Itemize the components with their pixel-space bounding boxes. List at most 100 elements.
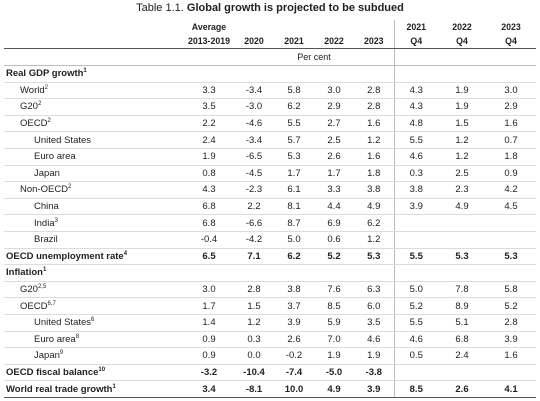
value-cell [274, 264, 314, 282]
footnote-marker: 4 [123, 250, 128, 257]
row-label: Euro area8 [4, 331, 184, 349]
value-cell: 5.7 [274, 131, 314, 149]
footnote-marker: 3 [54, 217, 58, 224]
value-cell: 4.5 [486, 198, 536, 216]
value-cell: 2.6 [438, 380, 486, 398]
value-cell: 2.5 [314, 131, 354, 149]
row-label: Real GDP growth1 [4, 65, 184, 83]
value-cell: 2.6 [314, 148, 354, 166]
unit-empty-c [354, 48, 394, 66]
header-2021q4-line1: 2021 [393, 20, 438, 34]
footnote-marker: 6,7 [47, 300, 56, 307]
value-cell [438, 264, 486, 282]
value-cell: -4.6 [234, 115, 274, 133]
header-avg-line2: 2013-2019 [184, 34, 234, 49]
value-cell: 2.8 [354, 82, 394, 100]
value-cell: -3.4 [234, 82, 274, 100]
value-cell: 5.5 [393, 248, 438, 266]
value-cell: 5.2 [314, 248, 354, 266]
value-cell: -4.5 [234, 165, 274, 183]
row-label: Japan9 [4, 347, 184, 365]
row-label: World2 [4, 82, 184, 100]
table-title: Table 1.1. Global growth is projected to… [0, 2, 540, 14]
value-cell: 4.1 [486, 380, 536, 398]
value-cell: 4.6 [354, 331, 394, 349]
value-cell: -6.6 [234, 214, 274, 232]
header-2021-spacer [274, 20, 314, 34]
value-cell: 2.4 [184, 131, 234, 149]
table-row: Non-OECD2 4.3 -2.3 6.1 3.3 3.8 3.8 2.3 4.2 [4, 181, 536, 199]
row-label: Brazil [4, 231, 184, 249]
value-cell: 5.2 [486, 297, 536, 315]
table-row: OECD unemployment rate4 6.5 7.1 6.2 5.2 5.3 5.… [4, 248, 536, 266]
value-cell: 5.8 [274, 82, 314, 100]
value-cell: 1.9 [354, 347, 394, 365]
footnote-marker: 2,5 [37, 283, 47, 290]
value-cell: 1.2 [438, 131, 486, 149]
footnote-marker: 1 [42, 267, 47, 274]
value-cell: 3.5 [354, 314, 394, 332]
value-cell: 4.3 [184, 181, 234, 199]
row-label-text: OECD [20, 118, 48, 130]
value-cell: 4.9 [438, 198, 486, 216]
value-cell: 1.2 [438, 148, 486, 166]
value-cell: 1.7 [314, 165, 354, 183]
unit-empty [4, 48, 184, 66]
value-cell: 3.9 [354, 380, 394, 398]
table-row: India3 6.8 -6.6 8.7 6.9 6.2 [4, 214, 536, 232]
value-cell: 4.8 [393, 115, 438, 133]
row-label-text: Japan [34, 350, 60, 362]
value-cell: 3.4 [184, 380, 234, 398]
row-label: OECD2 [4, 115, 184, 133]
value-cell: 8.1 [274, 198, 314, 216]
value-cell: 6.2 [274, 248, 314, 266]
value-cell: 3.8 [393, 181, 438, 199]
unit-row: Per cent [4, 48, 536, 66]
value-cell: -0.4 [184, 231, 234, 249]
value-cell: 6.0 [354, 297, 394, 315]
value-cell: 6.2 [274, 98, 314, 116]
value-cell: 6.3 [354, 281, 394, 299]
value-cell: 2.8 [486, 314, 536, 332]
value-cell: 6.8 [184, 198, 234, 216]
table-row: World2 3.3 -3.4 5.8 3.0 2.8 4.3 1.9 3.0 [4, 82, 536, 100]
value-cell: 1.9 [438, 82, 486, 100]
value-cell [354, 264, 394, 282]
row-label: G202,5 [4, 281, 184, 299]
value-cell: 0.9 [184, 347, 234, 365]
table-number: Table 1.1. [136, 2, 184, 14]
value-cell: 4.3 [393, 98, 438, 116]
value-cell: 3.3 [184, 82, 234, 100]
value-cell: -3.8 [354, 364, 394, 382]
value-cell: 4.9 [354, 198, 394, 216]
value-cell: 2.6 [274, 331, 314, 349]
row-label: Inflation1 [4, 264, 184, 282]
value-cell: 5.3 [274, 148, 314, 166]
row-label-text: Brazil [34, 234, 58, 246]
row-label-text: China [34, 201, 59, 213]
header-empty-2 [4, 34, 184, 49]
footnote-marker: 2 [68, 184, 72, 191]
value-cell: 3.9 [393, 198, 438, 216]
header-row-1: Average 2021 2022 2023 [4, 20, 536, 34]
unit-empty-d [393, 48, 438, 66]
value-cell: 6.8 [438, 331, 486, 349]
footnote-marker: 2 [44, 84, 48, 91]
value-cell: 4.6 [393, 331, 438, 349]
value-cell: 1.9 [438, 98, 486, 116]
row-label-text: OECD unemployment rate [6, 250, 124, 262]
footnote-marker: 1 [83, 68, 87, 75]
value-cell: 10.0 [274, 380, 314, 398]
row-label: OECD fiscal balance10 [4, 364, 184, 382]
value-cell: 1.2 [354, 131, 394, 149]
value-cell: -8.1 [234, 380, 274, 398]
value-cell: 0.7 [486, 131, 536, 149]
table-row: G202,5 3.0 2.8 3.8 7.6 6.3 5.0 7.8 5.8 [4, 281, 536, 299]
value-cell: 5.9 [314, 314, 354, 332]
value-cell [314, 65, 354, 83]
row-label-text: Japan [34, 167, 60, 179]
value-cell: -7.4 [274, 364, 314, 382]
table-caption: Global growth is projected to be subdued [186, 2, 404, 14]
value-cell: 2.2 [184, 115, 234, 133]
value-cell: 1.6 [486, 115, 536, 133]
